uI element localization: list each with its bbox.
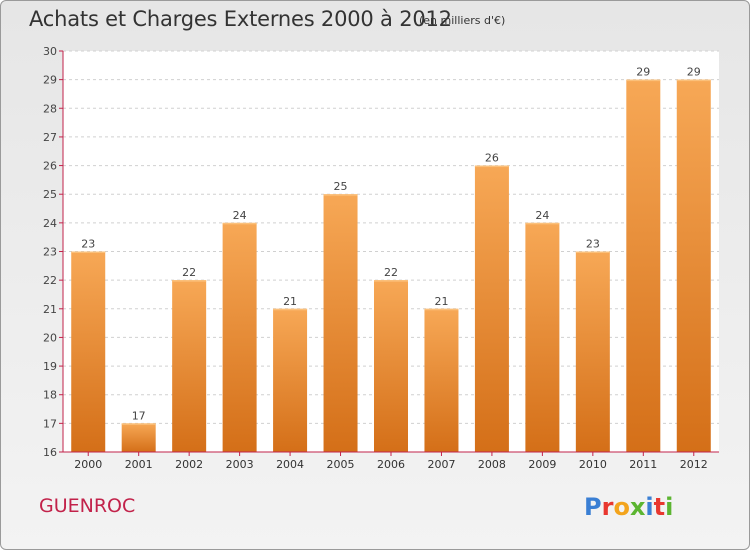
- bar-highlight: [424, 308, 459, 311]
- bar-highlight: [323, 194, 358, 196]
- bar-highlight: [474, 165, 509, 168]
- bar-value-label: 23: [81, 238, 95, 251]
- y-tick-label: 27: [43, 131, 57, 144]
- logo-letter: r: [601, 493, 614, 521]
- bar-highlight: [121, 423, 156, 425]
- x-tick-label: 2004: [276, 458, 304, 471]
- bar-highlight: [222, 222, 257, 225]
- y-tick-label: 28: [43, 102, 57, 115]
- x-tick-label: 2002: [175, 458, 203, 471]
- logo-letter: t: [653, 493, 666, 521]
- y-tick-label: 29: [43, 74, 57, 87]
- x-tick-label: 2012: [680, 458, 708, 471]
- bar: [374, 280, 408, 452]
- x-tick-label: 2001: [125, 458, 153, 471]
- logo-letter: i: [645, 493, 654, 521]
- chart-title: Achats et Charges Externes 2000 à 2012: [29, 7, 452, 31]
- logo-letter: o: [613, 493, 630, 521]
- bar: [676, 79, 711, 453]
- bar-highlight: [273, 308, 308, 311]
- y-tick-label: 21: [43, 303, 57, 316]
- logo-letter: x: [629, 493, 646, 521]
- y-tick-label: 25: [43, 188, 57, 201]
- bar: [172, 280, 207, 452]
- bar-value-label: 29: [687, 66, 701, 79]
- bar-value-label: 21: [434, 295, 448, 308]
- bar: [525, 222, 560, 452]
- bar-highlight: [626, 79, 661, 82]
- x-tick-label: 2010: [579, 458, 607, 471]
- y-tick-label: 24: [43, 217, 57, 230]
- bar-value-label: 22: [384, 266, 398, 279]
- y-tick-label: 23: [43, 246, 57, 259]
- commune-name: GUENROC: [39, 495, 136, 517]
- x-tick-label: 2000: [74, 458, 102, 471]
- x-tick-label: 2008: [478, 458, 506, 471]
- x-tick-label: 2006: [377, 458, 405, 471]
- bar: [222, 222, 257, 452]
- bar-value-label: 23: [586, 238, 600, 251]
- bar-value-label: 25: [334, 180, 348, 193]
- logo-letter: P: [584, 493, 602, 521]
- y-tick-label: 18: [43, 389, 57, 402]
- bar: [626, 79, 661, 453]
- bar-highlight: [575, 251, 610, 253]
- x-tick-label: 2011: [629, 458, 657, 471]
- bar: [474, 165, 509, 453]
- bar: [121, 423, 156, 452]
- bar-highlight: [525, 222, 560, 225]
- logo-letter: i: [665, 493, 674, 521]
- bar-value-label: 21: [283, 295, 297, 308]
- y-tick-label: 19: [43, 360, 57, 373]
- bar-value-label: 29: [636, 66, 650, 79]
- y-tick-label: 20: [43, 331, 57, 344]
- bar: [424, 308, 459, 452]
- proxiti-logo: Proxiti: [584, 493, 673, 521]
- y-tick-label: 22: [43, 274, 57, 287]
- bar-value-label: 17: [132, 409, 146, 422]
- y-tick-label: 17: [43, 417, 57, 430]
- bar-value-label: 26: [485, 152, 499, 165]
- bar-highlight: [374, 280, 408, 282]
- chart-subtitle: (en milliers d'€): [419, 14, 506, 27]
- bar-highlight: [676, 79, 711, 82]
- bar-highlight: [71, 251, 106, 253]
- bar-value-label: 24: [233, 209, 247, 222]
- x-tick-label: 2005: [327, 458, 355, 471]
- bar-value-label: 22: [182, 266, 196, 279]
- bar: [323, 194, 358, 452]
- x-tick-label: 2003: [226, 458, 254, 471]
- y-tick-label: 16: [43, 446, 57, 459]
- bar-highlight: [172, 280, 207, 282]
- y-tick-label: 30: [43, 45, 57, 58]
- bar: [273, 308, 308, 452]
- x-tick-label: 2007: [427, 458, 455, 471]
- bar-value-label: 24: [535, 209, 549, 222]
- bar: [575, 251, 610, 452]
- y-tick-label: 26: [43, 160, 57, 173]
- x-tick-label: 2009: [528, 458, 556, 471]
- bar: [71, 251, 106, 452]
